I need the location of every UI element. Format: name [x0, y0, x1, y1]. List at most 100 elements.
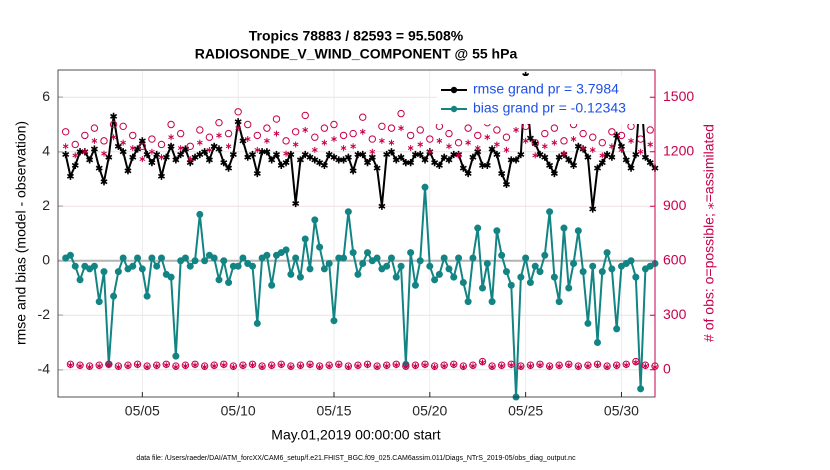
- data-point: [550, 124, 559, 132]
- data-point: [234, 108, 242, 116]
- data-point: [536, 268, 544, 276]
- data-point-core: [332, 155, 336, 159]
- data-point-core: [336, 158, 341, 162]
- data-point: [604, 364, 610, 371]
- data-point: [392, 273, 400, 281]
- data-point-core: [399, 155, 403, 159]
- data-point: [253, 131, 262, 140]
- data-point: [71, 140, 79, 149]
- data-point-core: [509, 158, 514, 162]
- data-point: [474, 131, 482, 140]
- data-point: [398, 125, 404, 132]
- data-point: [297, 363, 304, 370]
- data-point: [403, 364, 409, 371]
- data-point: [517, 273, 525, 281]
- data-point: [149, 148, 155, 155]
- data-point: [67, 362, 74, 369]
- data-point-core: [471, 155, 475, 159]
- data-point: [397, 262, 405, 270]
- data-point: [617, 131, 626, 140]
- data-point-core: [356, 152, 360, 157]
- data-point: [608, 265, 616, 273]
- data-point: [331, 136, 337, 143]
- data-point: [235, 125, 242, 132]
- data-point: [115, 364, 122, 371]
- data-point: [579, 268, 587, 276]
- data-point-core: [538, 152, 542, 157]
- data-point: [350, 143, 356, 150]
- data-point: [416, 257, 424, 265]
- data-point: [594, 362, 601, 369]
- x-tick-label: 05/10: [221, 403, 256, 419]
- data-point-core: [451, 152, 456, 157]
- data-point: [426, 262, 434, 270]
- data-point: [186, 262, 194, 270]
- y-tick-label: -4: [38, 360, 51, 376]
- data-point: [311, 146, 318, 153]
- data-point-core: [202, 149, 207, 154]
- data-point: [181, 254, 189, 262]
- data-point: [349, 129, 357, 138]
- data-point: [508, 362, 515, 369]
- data-point: [110, 134, 117, 141]
- data-point: [359, 128, 366, 135]
- data-point: [225, 143, 232, 150]
- data-point: [96, 363, 103, 370]
- data-point: [393, 362, 400, 369]
- y2-tick-label: 1500: [663, 88, 694, 104]
- data-point: [344, 208, 352, 216]
- data-point: [90, 262, 98, 270]
- data-point-core: [547, 163, 552, 168]
- data-point: [436, 137, 443, 144]
- data-point-core: [576, 144, 581, 149]
- data-point-core: [73, 163, 78, 168]
- data-point-core: [552, 171, 557, 176]
- data-point: [216, 132, 222, 139]
- data-point-core: [274, 152, 279, 157]
- data-point-core: [317, 160, 322, 165]
- data-point: [407, 249, 415, 257]
- data-point-core: [178, 152, 183, 157]
- data-point-core: [365, 160, 370, 165]
- data-point: [561, 150, 567, 157]
- data-point: [301, 111, 309, 120]
- data-point: [570, 136, 577, 143]
- data-point-core: [533, 141, 538, 146]
- data-point-core: [475, 149, 480, 154]
- data-point: [225, 279, 233, 287]
- series-line: [64, 75, 656, 210]
- data-point: [454, 138, 463, 147]
- data-point: [637, 385, 645, 393]
- data-point-core: [466, 171, 470, 176]
- data-point: [589, 262, 597, 270]
- data-point-core: [327, 152, 331, 157]
- data-point: [148, 135, 156, 143]
- data-point: [76, 276, 84, 284]
- data-point: [541, 251, 549, 259]
- data-point: [244, 136, 251, 143]
- data-point-core: [384, 152, 389, 157]
- data-point: [157, 140, 166, 149]
- data-point-core: [284, 160, 288, 165]
- data-point-core: [437, 163, 442, 168]
- data-point-core: [198, 152, 202, 157]
- data-point: [201, 364, 208, 371]
- y-tick-label: 6: [42, 88, 50, 104]
- data-point: [177, 145, 184, 152]
- data-point: [440, 254, 448, 262]
- data-point: [483, 259, 491, 267]
- data-point: [479, 284, 487, 292]
- data-point: [603, 249, 611, 257]
- data-point: [283, 150, 289, 157]
- data-point: [61, 128, 70, 136]
- data-point: [220, 362, 227, 369]
- data-point: [502, 268, 510, 276]
- data-point: [406, 131, 415, 140]
- series-line: [65, 187, 656, 398]
- x-tick-label: 05/25: [508, 403, 543, 419]
- x-tick-label: 05/15: [316, 403, 351, 419]
- data-point: [503, 146, 510, 153]
- data-point: [364, 362, 371, 369]
- data-point: [306, 265, 314, 273]
